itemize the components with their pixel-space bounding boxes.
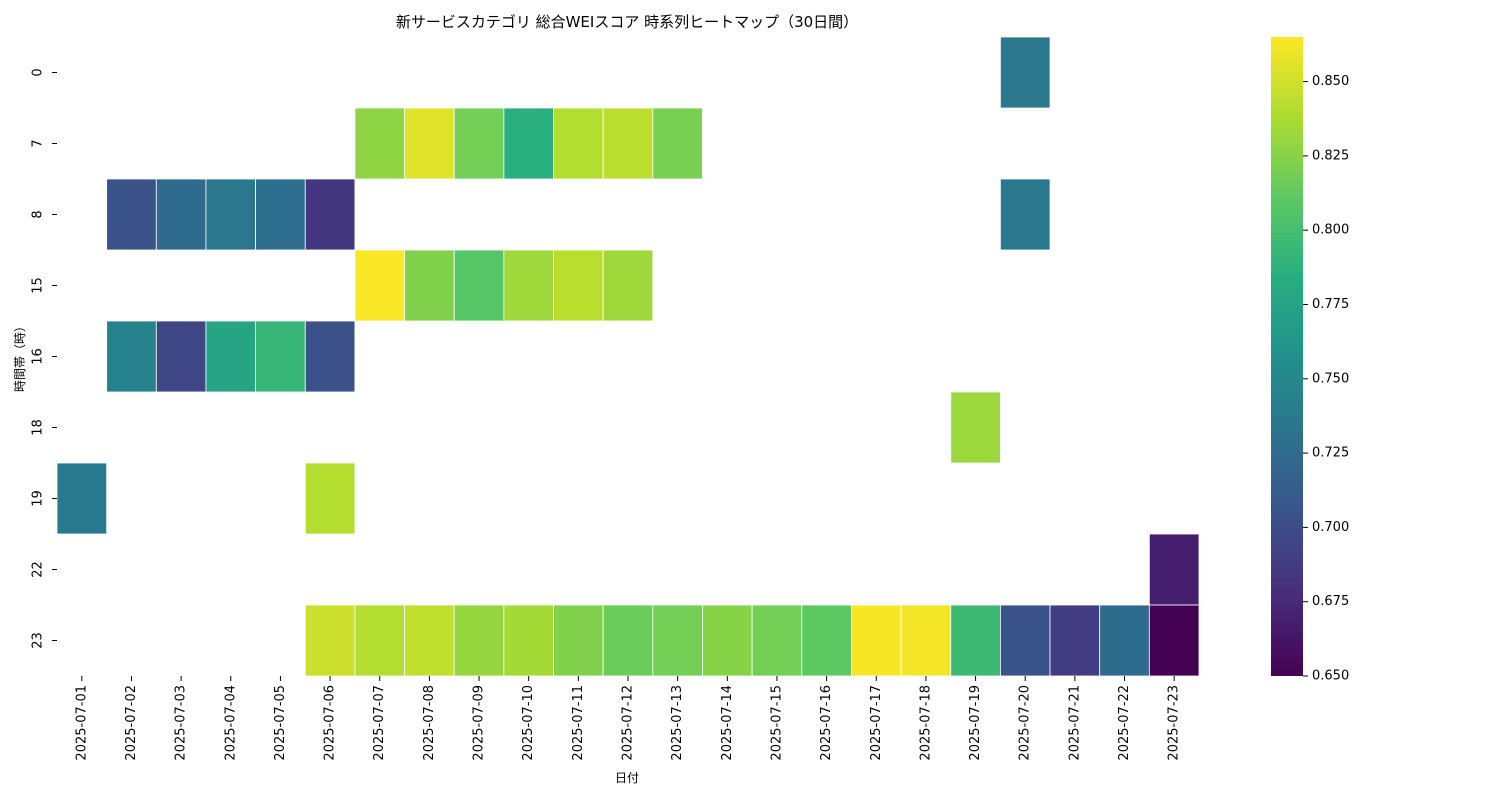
- x-tick-label: 2025-07-06: [323, 685, 338, 761]
- heatmap-cell: [106, 320, 157, 393]
- x-tick-label: 2025-07-05: [273, 685, 288, 761]
- heatmap-cell: [900, 604, 952, 677]
- y-tick-label: 0: [31, 68, 46, 76]
- colorbar-tick-label: 0.675: [1312, 594, 1349, 609]
- colorbar-tick-label: 0.700: [1312, 520, 1349, 535]
- heatmap-cell: [702, 604, 753, 677]
- heatmap-cell: [1148, 533, 1200, 606]
- heatmap-cell: [205, 178, 257, 251]
- heatmap-cell: [453, 107, 505, 180]
- heatmap-cell: [999, 178, 1051, 251]
- x-tick-label: 2025-07-03: [174, 685, 189, 761]
- heatmap-cell: [304, 604, 356, 677]
- x-tick-label: 2025-07-17: [869, 685, 884, 761]
- heatmap-cell: [553, 249, 604, 322]
- heatmap-cell: [155, 178, 207, 251]
- heatmap-cell: [999, 604, 1051, 677]
- x-axis-ticks: 2025-07-01 2025-07-02 2025-07-03 2025-07-04…: [74, 676, 1182, 761]
- x-tick-label: 2025-07-18: [918, 685, 933, 761]
- heatmap-cell: [404, 249, 455, 322]
- x-tick-label: 2025-07-08: [422, 685, 437, 761]
- heatmap-cell: [801, 604, 852, 677]
- heatmap-cell: [453, 249, 505, 322]
- heatmap-cell: [404, 604, 455, 677]
- heatmap-cell: [503, 249, 554, 322]
- heatmap-cell: [304, 462, 356, 535]
- heatmap-cell: [999, 36, 1051, 109]
- colorbar-tick-label: 0.825: [1312, 148, 1349, 163]
- colorbar: [1271, 37, 1303, 676]
- x-tick-label: 2025-07-22: [1117, 685, 1132, 761]
- y-tick-label: 16: [31, 348, 46, 365]
- colorbar-tick-label: 0.775: [1312, 297, 1349, 312]
- heatmap-cell: [602, 604, 654, 677]
- colorbar-tick-label: 0.650: [1312, 669, 1349, 684]
- heatmap-cell: [354, 604, 405, 677]
- heatmap-cell: [950, 391, 1001, 464]
- heatmap-cell: [950, 604, 1001, 677]
- colorbar-tick-label: 0.800: [1312, 223, 1349, 238]
- colorbar-tick-label: 0.850: [1312, 74, 1349, 89]
- x-tick-label: 2025-07-01: [74, 685, 89, 761]
- heatmap-cell: [602, 107, 654, 180]
- x-axis-label: 日付: [615, 771, 639, 785]
- x-tick-label: 2025-07-12: [621, 685, 636, 761]
- heatmap-cell: [652, 604, 703, 677]
- x-tick-label: 2025-07-07: [372, 685, 387, 761]
- x-tick-label: 2025-07-15: [769, 685, 784, 761]
- heatmap-cell: [106, 178, 157, 251]
- x-tick-label: 2025-07-14: [720, 685, 735, 761]
- colorbar-tick-label: 0.725: [1312, 446, 1349, 461]
- x-tick-label: 2025-07-20: [1018, 685, 1033, 761]
- heatmap-cell: [354, 107, 405, 180]
- y-tick-label: 19: [31, 490, 46, 507]
- heatmap-cell: [1099, 604, 1150, 677]
- heatmap-cell: [255, 178, 306, 251]
- heatmap-cell: [652, 107, 703, 180]
- y-axis-ticks: 0 7 8 15 16 18 19 22 23: [31, 68, 57, 649]
- y-tick-label: 8: [31, 210, 46, 218]
- heatmap-cell: [602, 249, 654, 322]
- heatmap-cell: [453, 604, 505, 677]
- y-tick-label: 15: [31, 277, 46, 294]
- heatmap-cell: [1049, 604, 1101, 677]
- x-tick-label: 2025-07-19: [968, 685, 983, 761]
- heatmap-cell: [1148, 604, 1200, 677]
- heatmap-cell: [255, 320, 306, 393]
- heatmap-cell: [56, 462, 108, 535]
- heatmap-cell: [553, 604, 604, 677]
- heatmap-cell: [304, 178, 356, 251]
- y-tick-label: 7: [31, 139, 46, 147]
- y-tick-label: 23: [31, 632, 46, 649]
- x-tick-label: 2025-07-11: [571, 685, 586, 761]
- heatmap-cell: [354, 249, 405, 322]
- heatmap-cell: [553, 107, 604, 180]
- colorbar-tick-label: 0.750: [1312, 371, 1349, 386]
- x-tick-label: 2025-07-21: [1067, 685, 1082, 761]
- heatmap-cells: [56, 36, 1200, 677]
- heatmap-cell: [503, 107, 554, 180]
- heatmap-cell: [851, 604, 902, 677]
- x-tick-label: 2025-07-04: [223, 685, 238, 761]
- x-tick-label: 2025-07-13: [670, 685, 685, 761]
- colorbar-ticks: 0.650 0.675 0.700 0.725 0.750 0.775 0.800 0.825…: [1303, 74, 1349, 684]
- x-tick-label: 2025-07-02: [124, 685, 139, 761]
- x-tick-label: 2025-07-09: [472, 685, 487, 761]
- heatmap-cell: [304, 320, 356, 393]
- x-tick-label: 2025-07-16: [819, 685, 834, 761]
- chart-title: 新サービスカテゴリ 総合WEIスコア 時系列ヒートマップ（30日間）: [396, 13, 858, 31]
- heatmap-cell: [751, 604, 803, 677]
- heatmap-cell: [155, 320, 207, 393]
- heatmap-cell: [404, 107, 455, 180]
- heatmap-cell: [503, 604, 554, 677]
- x-tick-label: 2025-07-10: [521, 685, 536, 761]
- y-tick-label: 18: [31, 419, 46, 436]
- y-tick-label: 22: [31, 561, 46, 578]
- heatmap-cell: [205, 320, 257, 393]
- y-axis-label: 時間帯（時）: [13, 320, 27, 392]
- x-tick-label: 2025-07-23: [1167, 685, 1182, 761]
